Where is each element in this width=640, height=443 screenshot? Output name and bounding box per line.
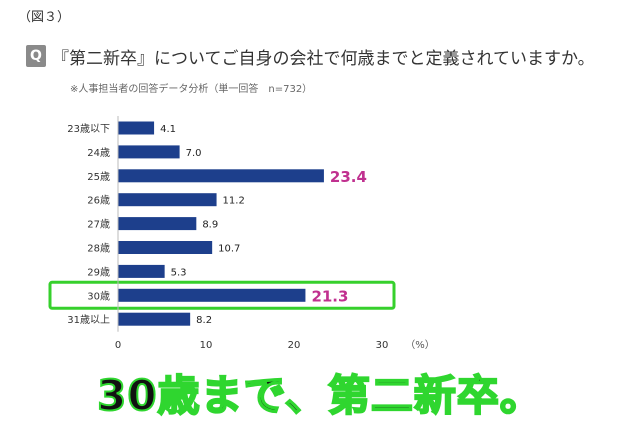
bar xyxy=(118,241,213,254)
highlight-box xyxy=(48,280,396,310)
question-text: 『第二新卒』についてご自身の会社で何歳までと定義されていますか。 xyxy=(52,49,595,69)
category-label: 30歳 xyxy=(87,290,110,302)
x-tick-label: 10 xyxy=(200,340,213,351)
category-label: 28歳 xyxy=(87,243,110,255)
value-label: 8.2 xyxy=(196,315,212,326)
bar xyxy=(118,193,217,207)
bar xyxy=(118,288,306,302)
bar xyxy=(118,145,180,159)
survey-note: ※人事担当者の回答データ分析（単一回答 n=732） xyxy=(70,84,313,95)
value-label: 11.2 xyxy=(223,196,245,207)
caption-text: 30歳まで、第二新卒。 xyxy=(96,370,543,421)
category-label: 27歳 xyxy=(87,219,110,231)
bar-chart: 23歳以下 4.1 24歳 7.0 25歳 23.4 26歳 11.2 27歳 8.9 28歳 10.… xyxy=(48,116,435,351)
category-label: 26歳 xyxy=(87,195,110,207)
bar xyxy=(118,121,155,135)
category-label: 23歳以下 xyxy=(67,123,110,135)
bar xyxy=(118,312,191,326)
figure-label: （図３） xyxy=(18,10,71,25)
x-tick-label: 30 xyxy=(376,340,389,351)
category-label: 29歳 xyxy=(87,266,110,278)
value-label: 4.1 xyxy=(160,124,176,135)
bar xyxy=(118,169,324,183)
bar xyxy=(118,217,197,231)
value-label: 21.3 xyxy=(311,287,348,305)
x-tick-label: 0 xyxy=(115,340,121,351)
value-label: 10.7 xyxy=(218,244,240,255)
category-label: 31歳以上 xyxy=(67,314,110,326)
x-tick-label: 20 xyxy=(288,340,301,351)
x-unit-label: （%） xyxy=(405,339,435,351)
value-label: 23.4 xyxy=(330,168,367,186)
value-label: 7.0 xyxy=(186,148,202,159)
value-label: 5.3 xyxy=(171,267,187,278)
category-label: 24歳 xyxy=(87,147,110,159)
value-label: 8.9 xyxy=(202,220,218,231)
category-label: 25歳 xyxy=(87,171,110,183)
question-badge: Q xyxy=(26,45,46,67)
bar xyxy=(118,264,165,278)
